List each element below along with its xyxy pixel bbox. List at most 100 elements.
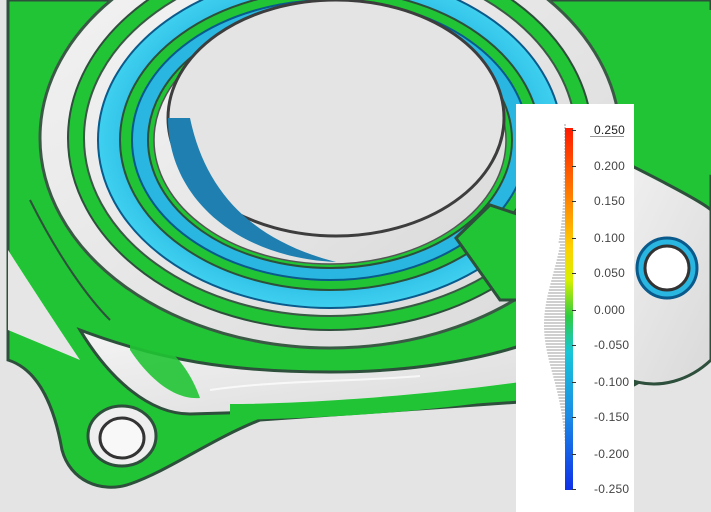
- histogram-bar: [562, 421, 566, 423]
- histogram-bar: [561, 223, 566, 225]
- color-scale-legend: 0.250 0.200 0.150 0.100 0.050 0.000 -0.0…: [516, 104, 634, 512]
- histogram-bar: [558, 250, 566, 252]
- legend-tick: -0.050: [572, 338, 630, 352]
- legend-tick: 0.050: [572, 266, 630, 280]
- legend-tick: 0.200: [572, 159, 630, 173]
- histogram-bar: [559, 235, 566, 237]
- color-scale-bar: [565, 128, 573, 490]
- histogram-bar: [549, 361, 566, 363]
- legend-tick: 0.150: [572, 194, 630, 208]
- histogram-bar: [558, 241, 566, 243]
- histogram-bar: [544, 328, 566, 330]
- histogram-bar: [562, 202, 566, 204]
- histogram-bar: [544, 319, 566, 321]
- histogram-bar: [563, 190, 566, 192]
- histogram-bar: [563, 187, 566, 189]
- histogram-bar: [544, 313, 566, 315]
- legend-tick: 0.000: [572, 303, 630, 317]
- histogram-bar: [563, 136, 566, 138]
- deviation-histogram: [544, 124, 566, 483]
- histogram-bar: [555, 385, 566, 387]
- histogram-bar: [560, 406, 566, 408]
- histogram-bar: [554, 382, 566, 384]
- histogram-bar: [544, 334, 566, 336]
- histogram-bar: [547, 352, 566, 354]
- histogram-bar: [544, 310, 566, 312]
- histogram-bar: [544, 325, 566, 327]
- histogram-bar: [549, 286, 566, 288]
- histogram-bar: [561, 220, 566, 222]
- legend-tick: -0.100: [572, 375, 630, 389]
- histogram-bar: [563, 166, 566, 168]
- histogram-bar: [548, 289, 566, 291]
- histogram-bar: [563, 133, 566, 135]
- histogram-bar: [545, 340, 566, 342]
- histogram-bar: [563, 424, 566, 426]
- histogram-bar: [551, 370, 566, 372]
- histogram-bar: [563, 160, 566, 162]
- histogram-bar: [560, 229, 566, 231]
- histogram-bar: [545, 307, 566, 309]
- histogram-bar: [563, 124, 566, 126]
- histogram-bar: [562, 418, 566, 420]
- histogram-bar: [551, 280, 566, 282]
- histogram-bar: [558, 397, 566, 399]
- legend-tick: -0.200: [572, 447, 630, 461]
- histogram-bar: [552, 274, 566, 276]
- histogram-bar: [562, 205, 566, 207]
- histogram-bar: [551, 277, 566, 279]
- histogram-bar: [559, 400, 566, 402]
- histogram-bar: [561, 412, 566, 414]
- histogram-bar: [557, 394, 566, 396]
- histogram-bar: [563, 196, 566, 198]
- histogram-bar: [550, 364, 566, 366]
- histogram-bar: [552, 373, 566, 375]
- histogram-bar: [563, 199, 566, 201]
- histogram-bar: [562, 208, 566, 210]
- legend-tick: -0.250: [572, 482, 630, 496]
- legend-tick: 0.100: [572, 231, 630, 245]
- histogram-bar: [563, 130, 566, 132]
- histogram-bar: [559, 403, 566, 405]
- histogram-bar: [563, 154, 566, 156]
- histogram-bar: [545, 343, 566, 345]
- histogram-bar: [563, 127, 566, 129]
- histogram-bar: [553, 376, 566, 378]
- histogram-bar: [550, 367, 566, 369]
- histogram-bar: [544, 337, 566, 339]
- histogram-bar: [546, 349, 566, 351]
- histogram-bar: [563, 157, 566, 159]
- histogram-bar: [556, 259, 566, 261]
- histogram-bar: [560, 226, 566, 228]
- histogram-bar: [563, 172, 566, 174]
- histogram-bar: [562, 214, 566, 216]
- histogram-bar: [553, 271, 566, 273]
- histogram-bar: [544, 331, 566, 333]
- legend-max-value[interactable]: 0.250: [572, 123, 630, 137]
- histogram-bar: [563, 427, 566, 429]
- max-value-underline: [590, 136, 624, 137]
- histogram-bar: [563, 163, 566, 165]
- histogram-bar: [563, 181, 566, 183]
- histogram-bar: [563, 145, 566, 147]
- histogram-bar: [555, 265, 566, 267]
- histogram-bar: [562, 211, 566, 213]
- histogram-bar: [544, 322, 566, 324]
- histogram-bar: [563, 184, 566, 186]
- histogram-bar: [563, 193, 566, 195]
- histogram-bar: [554, 379, 566, 381]
- histogram-bar: [563, 151, 566, 153]
- histogram-bar: [563, 139, 566, 141]
- histogram-bar: [547, 355, 566, 357]
- histogram-bar: [563, 169, 566, 171]
- histogram-bar: [563, 142, 566, 144]
- histogram-bar: [556, 388, 566, 390]
- histogram-bar: [559, 247, 566, 249]
- histogram-bar: [548, 358, 566, 360]
- histogram-bar: [561, 217, 566, 219]
- histogram-bar: [563, 430, 566, 432]
- histogram-bar: [545, 304, 566, 306]
- histogram-bar: [557, 256, 566, 258]
- histogram-bar: [546, 298, 566, 300]
